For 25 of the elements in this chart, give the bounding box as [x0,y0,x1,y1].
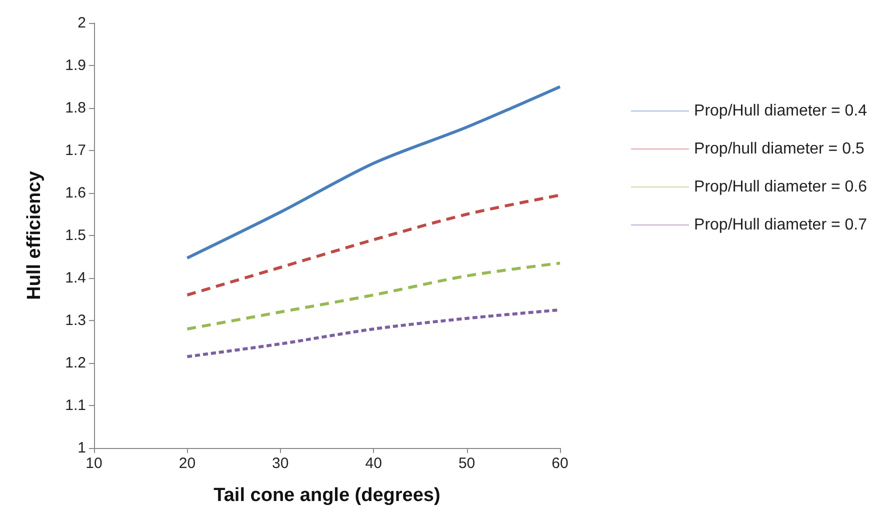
y-tick-label: 1 [78,440,86,456]
x-tick-label: 50 [458,455,476,472]
x-tick-label: 40 [365,455,382,472]
y-tick-label: 1.8 [65,100,86,116]
y-tick-label: 1.4 [65,270,86,286]
legend-label: Prop/hull diameter = 0.5 [694,140,864,158]
x-tick-label: 60 [552,455,568,472]
line-series [186,262,562,330]
legend-label: Prop/Hull diameter = 0.6 [694,178,868,196]
x-tick-label: 30 [272,455,289,472]
y-tick-label: 1.7 [65,142,86,159]
y-tick-label: 1.6 [65,184,86,202]
y-axis-title: Hull efficiency [24,170,45,300]
y-tick-label: 1.1 [65,397,86,414]
y-tick-label: 1.2 [65,354,86,372]
x-tick-label: 20 [178,455,196,472]
y-tick-label: 1.9 [65,57,86,74]
line-series [186,85,562,260]
x-axis-title: Tail cone angle (degrees) [214,485,440,506]
y-tick-label: 1.3 [65,312,86,329]
y-tick-label: 2 [78,14,86,32]
legend-label: Prop/Hull diameter = 0.4 [694,102,868,120]
x-tick-label: 10 [86,455,102,472]
y-tick-label: 1.5 [65,227,86,244]
legend-label: Prop/Hull diameter = 0.7 [694,216,868,234]
